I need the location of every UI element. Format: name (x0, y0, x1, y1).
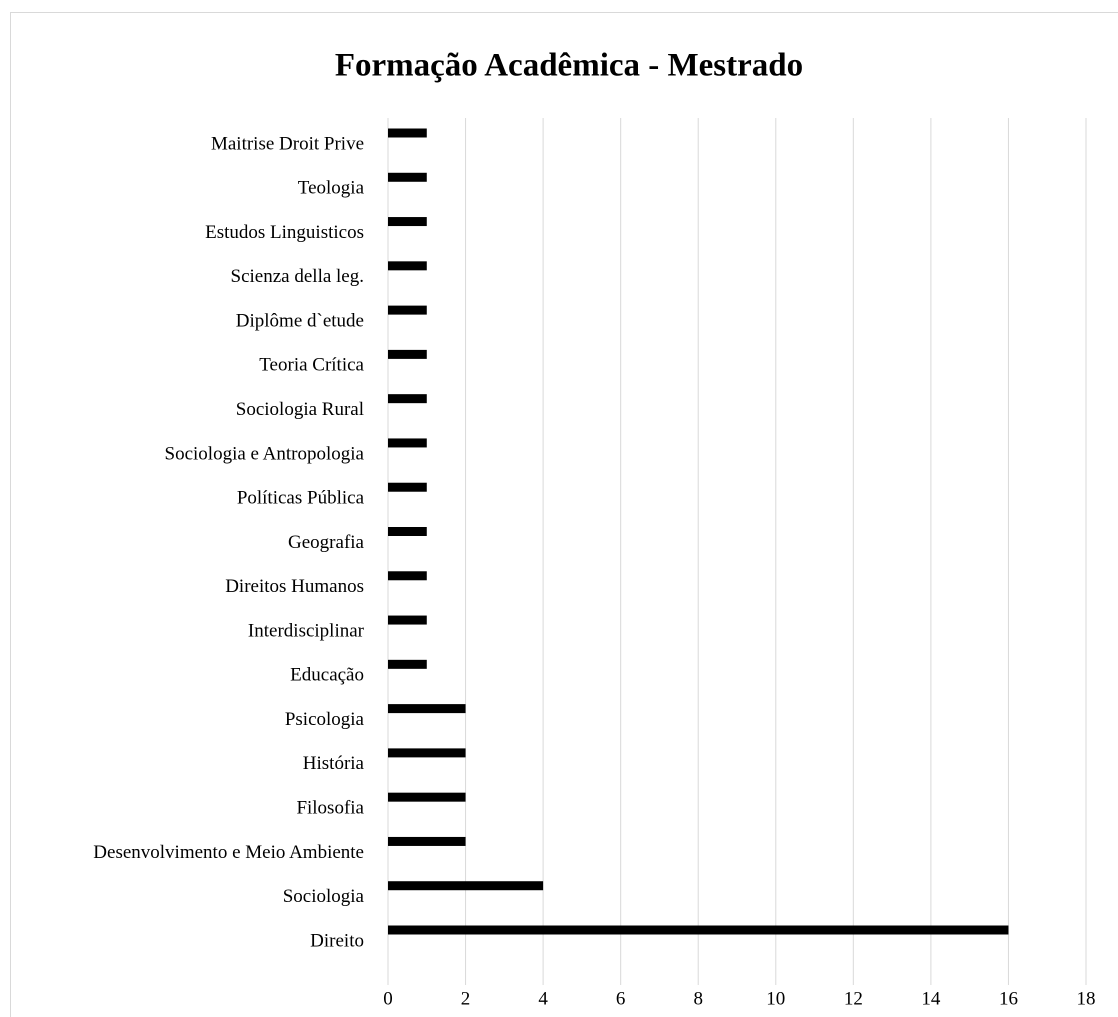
y-tick-label: Desenvolvimento e Meio Ambiente (93, 842, 364, 863)
chart-title: Formação Acadêmica - Mestrado (335, 48, 803, 84)
x-tick-label: 12 (844, 988, 863, 1009)
y-tick-label: Filosofia (296, 798, 364, 819)
bar (388, 836, 466, 846)
y-tick-label: Direito (310, 930, 364, 951)
y-tick-label: Estudos Linguisticos (205, 222, 364, 243)
bar (388, 172, 427, 182)
y-tick-label: Maitrise Droit Prive (211, 133, 364, 154)
x-tick-label: 10 (766, 988, 785, 1009)
y-tick-label: História (303, 753, 365, 774)
y-tick-label: Scienza della leg. (231, 266, 364, 287)
x-tick-label: 8 (693, 988, 703, 1009)
bar (388, 438, 427, 448)
bar (388, 482, 427, 492)
bar (388, 748, 466, 758)
y-tick-label: Sociologia (283, 886, 365, 907)
bar (388, 349, 427, 359)
y-tick-label: Psicologia (285, 709, 365, 730)
y-tick-label: Diplôme d`etude (236, 310, 364, 331)
bar (388, 527, 427, 536)
bar (388, 571, 427, 581)
bar (388, 128, 427, 138)
x-tick-label: 6 (616, 988, 626, 1009)
y-tick-label: Direitos Humanos (225, 576, 364, 597)
bar (388, 394, 427, 404)
x-tick-label: 14 (921, 988, 941, 1009)
x-tick-label: 18 (1077, 988, 1096, 1009)
bar (388, 659, 427, 669)
y-tick-label: Teologia (298, 178, 365, 199)
bar (388, 615, 427, 625)
y-tick-label: Sociologia Rural (236, 399, 364, 420)
chart-border (10, 12, 1118, 1017)
bar (388, 792, 466, 802)
x-tick-label: 16 (999, 988, 1018, 1009)
x-tick-label: 4 (538, 988, 548, 1009)
y-tick-label: Sociologia e Antropologia (165, 443, 365, 464)
bar (388, 261, 427, 271)
bar (388, 217, 427, 227)
x-tick-label: 0 (383, 988, 393, 1009)
bar (388, 881, 544, 891)
bar (388, 925, 1009, 935)
bar (388, 704, 466, 714)
y-tick-label: Interdisciplinar (248, 620, 365, 641)
y-tick-label: Teoria Crítica (259, 355, 364, 376)
y-tick-label: Educação (290, 665, 364, 686)
y-tick-label: Políticas Pública (237, 488, 365, 509)
y-tick-label: Geografia (288, 532, 365, 553)
x-tick-label: 2 (461, 988, 471, 1009)
bar (388, 305, 427, 315)
